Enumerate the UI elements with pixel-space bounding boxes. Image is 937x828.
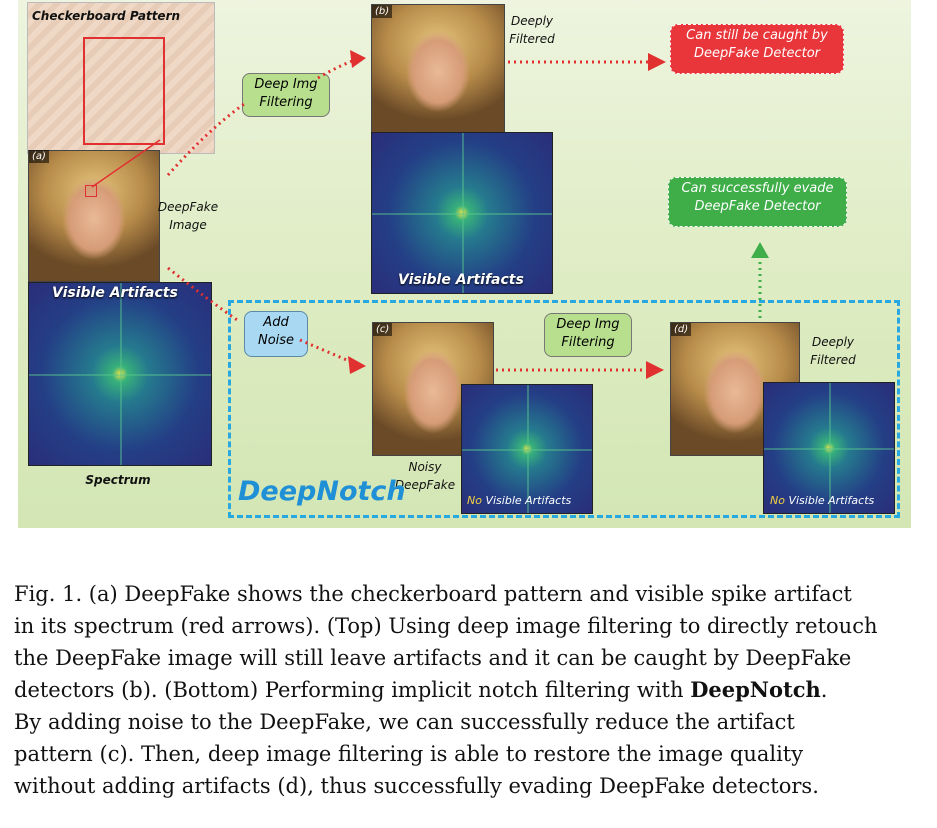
caption-line-4-pre: detectors (b). (Bottom) Performing impli… [14,678,691,702]
checkerboard-zoom-image [27,2,215,154]
spectrum-a [28,282,212,466]
deep-img-filtering-box-top: Deep Img Filtering [242,73,330,117]
caption-line-6: pattern (c). Then, deep image filtering … [14,742,804,766]
deeply-filtered-bottom-label: Deeply Filtered [810,335,856,367]
arrow-head-caught [648,53,666,71]
filtered-image-b [371,4,505,134]
arrow-head-evade [751,242,769,258]
panel-d-tag: (d) [671,323,692,336]
zoom-connector-line [91,139,161,188]
caption-line-7: without adding artifacts (d), thus succe… [14,774,819,798]
evade-detector-box: Can successfully evade DeepFake Detector [668,177,847,227]
arrow-head-d [646,361,664,379]
figure-caption: Fig. 1. (a) DeepFake shows the checkerbo… [14,578,918,802]
spectrum-d [763,382,895,514]
deepfake-image-label: DeepFake Image [157,200,219,232]
caption-line-5: By adding noise to the DeepFake, we can … [14,710,795,734]
no-visible-artifacts-d-text: Visible Artifacts [788,494,875,507]
no-visible-artifacts-d: No Visible Artifacts [770,494,874,507]
deepfake-image-a [28,150,160,282]
caption-line-4-post: . [820,678,828,702]
arrow-head-b [350,50,366,68]
deepnotch-region [228,300,900,518]
arrow-head-c [348,356,366,374]
no-word-d: No [770,494,785,507]
caption-line-2: in its spectrum (red arrows). (Top) Usin… [14,614,878,638]
add-noise-box: Add Noise [244,311,308,357]
noisy-deepfake-label: Noisy DeepFake [394,460,456,492]
no-visible-artifacts-c: No Visible Artifacts [467,494,571,507]
panel-b-tag: (b) [372,5,393,18]
checkerboard-zoom-box [83,37,165,145]
deepnotch-title: DeepNotch [238,476,406,507]
visible-artifacts-b-label: Visible Artifacts [398,272,524,288]
no-word-c: No [467,494,482,507]
deep-img-filtering-box-bottom: Deep Img Filtering [544,313,632,357]
flow-arrows [91,50,769,379]
spectrum-c [461,384,593,514]
caption-line-4: detectors (b). (Bottom) Performing impli… [14,674,918,706]
arrow-a-to-noise [167,266,241,324]
checkerboard-label: Checkerboard Pattern [32,9,181,23]
spectrum-label: Spectrum [85,473,151,487]
caption-deepnotch-bold: DeepNotch [690,677,821,702]
arrow-noise-to-c [299,338,357,366]
no-visible-artifacts-c-text: Visible Artifacts [485,494,572,507]
deeply-filtered-top-label: Deeply Filtered [509,14,555,46]
visible-artifacts-a-label: Visible Artifacts [52,285,178,301]
arrow-a-to-filter [166,102,245,176]
figure-panel: Checkerboard Pattern (a) DeepFake Image … [18,0,911,528]
caught-by-detector-box: Can still be caught by DeepFake Detector [670,24,844,74]
panel-a-tag: (a) [29,150,49,163]
checker-region-marker [85,185,97,197]
caption-line-1: Fig. 1. (a) DeepFake shows the checkerbo… [14,582,852,606]
panel-c-tag: (c) [373,323,393,336]
spectrum-b [371,132,553,294]
caption-line-3: the DeepFake image will still leave arti… [14,646,852,670]
